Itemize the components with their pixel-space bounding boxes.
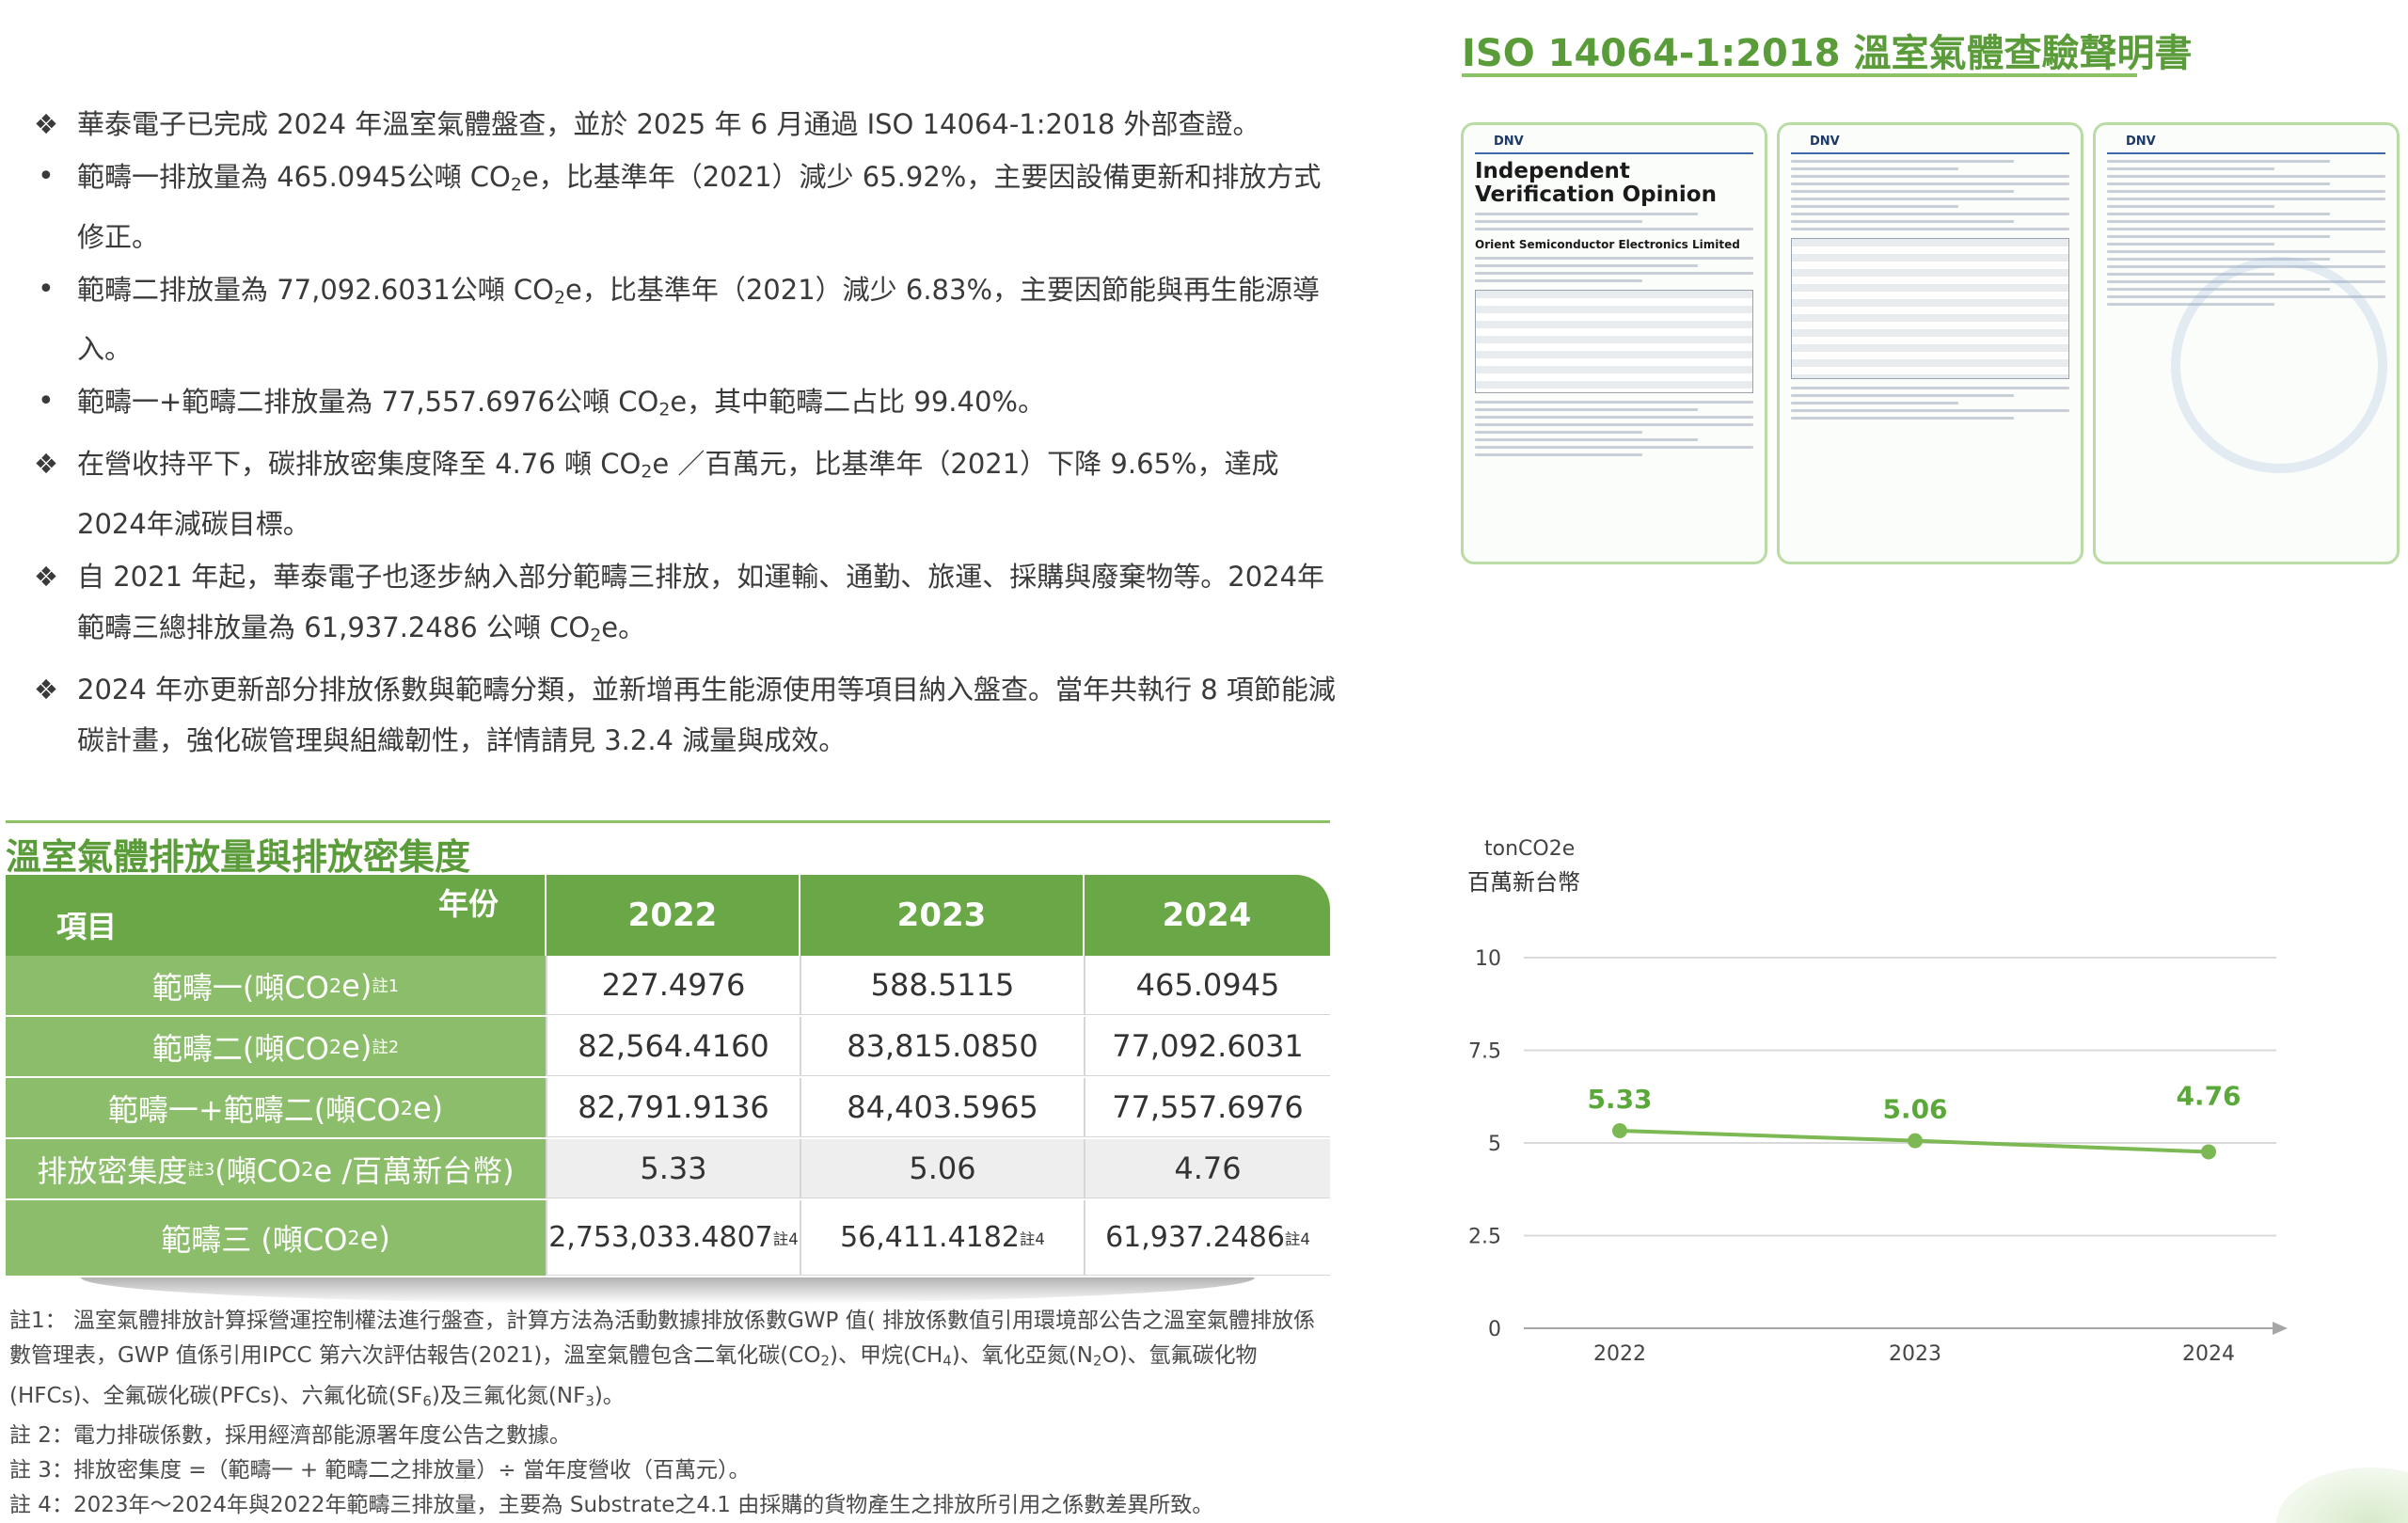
- section-rule: [6, 820, 1330, 823]
- table-cell: 77,557.6976: [1084, 1078, 1330, 1137]
- table-cell: 83,815.0850: [800, 1017, 1084, 1076]
- emissions-table: 年份 項目 2022 2023 2024 範疇一(噸CO 2 e) 註1 227.49…: [6, 875, 1330, 1304]
- table-cell: 82,791.9136: [546, 1078, 800, 1137]
- table-header: 年份 項目 2022 2023 2024: [6, 875, 1330, 956]
- summary-bullet: ❖ 2024 年亦更新部分排放係數與範疇分類，並新增再生能源使用等項目納入盤查。當…: [34, 664, 1341, 766]
- table-row: 範疇一(噸CO 2 e) 註1 227.4976 588.5115 465.0945: [6, 956, 1330, 1017]
- chart-unit-primary: tonCO2e: [1484, 837, 1576, 861]
- corner-item-label: 項目: [56, 909, 118, 944]
- iso-title-rule: [1462, 73, 2137, 77]
- year-header-2022: 2022: [627, 896, 718, 934]
- table-cell: 465.0945: [1084, 956, 1330, 1015]
- table-row: 範疇三 (噸CO 2 e) 2,753,033.4807 註4 56,411.4182 註4…: [6, 1200, 1330, 1277]
- verification-stamp: [2171, 257, 2387, 473]
- data-point: [1612, 1122, 1627, 1138]
- table-row: 範疇一+範疇二(噸CO 2 e) 82,791.9136 84,403.5965 77,5…: [6, 1078, 1330, 1139]
- certificate-page-3: DNV: [2093, 122, 2400, 564]
- summary-bullet: ❖ 華泰電子已完成 2024 年溫室氣體盤查，並於 2025 年 6 月通過 IS…: [34, 99, 1341, 150]
- summary-bullet: • 範疇一排放量為 465.0945公噸 CO2e，比基準年（2021）減少 65…: [34, 151, 1341, 262]
- footnote: 註 4：2023年～2024年與2022年範疇三排放量，主要為 Substrat…: [9, 1493, 1214, 1518]
- section-title: 溫室氣體排放量與排放密集度: [6, 836, 471, 878]
- bullet-text: 範疇一+範疇二排放量為 77,557.6976公噸 CO2e，其中範疇二占比 9…: [77, 386, 1045, 421]
- table-cell: 82,564.4160: [546, 1017, 800, 1076]
- certificate-heading: Independent Verification Opinion: [1475, 159, 1717, 207]
- row-label: 範疇二(噸CO 2 e) 註2: [6, 1017, 546, 1076]
- diamond-bullet-icon: ❖: [34, 108, 58, 140]
- y-tick-label: 10: [1475, 947, 1501, 971]
- table-cell: 61,937.2486 註4: [1084, 1200, 1330, 1276]
- row-label: 排放密集度 註3 (噸CO 2 e /百萬新台幣): [6, 1139, 546, 1198]
- emission-intensity-chart: tonCO2e 百萬新台幣 0 2.5 5 7.5 10 2022 2023 2024 5.33…: [1458, 828, 2305, 1373]
- table-row: 範疇二(噸CO 2 e) 註2 82,564.4160 83,815.0850 77,09…: [6, 1017, 1330, 1078]
- data-label: 5.06: [1882, 1094, 1947, 1125]
- table-cell: 588.5115: [800, 956, 1084, 1015]
- data-point: [1908, 1133, 1923, 1149]
- diamond-bullet-icon: ❖: [34, 448, 58, 481]
- x-tick-label: 2023: [1889, 1342, 1941, 1366]
- bullet-dot-icon: •: [38, 385, 55, 419]
- table-shadow: [81, 1277, 1255, 1304]
- table-cell: 5.06: [800, 1139, 1084, 1198]
- footnotes: 註1： 溫室氣體排放計算採營運控制權法進行盤查，計算方法為活動數據排放係數GWP…: [9, 1304, 1336, 1523]
- row-label: 範疇一+範疇二(噸CO 2 e): [6, 1078, 546, 1137]
- table-cell: 5.33: [546, 1139, 800, 1198]
- chart-svg: 0 2.5 5 7.5 10 2022 2023 2024 5.33 5.06 4.76: [1468, 947, 2288, 1366]
- certificate-org: Orient Semiconductor Electronics Limited: [1475, 238, 1740, 251]
- bullet-dot-icon: •: [38, 160, 55, 193]
- table-cell: 4.76: [1084, 1139, 1330, 1198]
- year-header-2023: 2023: [896, 896, 987, 934]
- certificate-page-2: DNV: [1777, 122, 2083, 564]
- y-tick-label: 2.5: [1468, 1226, 1501, 1249]
- summary-bullets: ❖ 華泰電子已完成 2024 年溫室氣體盤查，並於 2025 年 6 月通過 IS…: [34, 99, 1341, 768]
- table-corner-cell: 年份 項目: [6, 875, 546, 956]
- footnote: 註 3：排放密集度 =（範疇一 + 範疇二之排放量）÷ 當年度營收（百萬元）。: [9, 1458, 751, 1483]
- summary-bullet: • 範疇一+範疇二排放量為 77,557.6976公噸 CO2e，其中範疇二占比 …: [34, 376, 1341, 436]
- decorative-wisp: [2276, 1467, 2408, 1523]
- verification-certificates: DNV Independent Verification Opinion Ori…: [1461, 122, 2400, 564]
- table-cell: 84,403.5965: [800, 1078, 1084, 1137]
- footnote: 註 2：電力排碳係數，採用經濟部能源署年度公告之數據。: [9, 1423, 571, 1449]
- data-label: 4.76: [2176, 1080, 2241, 1111]
- x-tick-label: 2022: [1593, 1342, 1646, 1366]
- row-label: 範疇一(噸CO 2 e) 註1: [6, 956, 546, 1015]
- bullet-text: 華泰電子已完成 2024 年溫室氣體盤查，並於 2025 年 6 月通過 ISO…: [77, 108, 1260, 140]
- row-label: 範疇三 (噸CO 2 e): [6, 1200, 546, 1276]
- data-point: [2201, 1144, 2216, 1160]
- table-body: 範疇一(噸CO 2 e) 註1 227.4976 588.5115 465.0945 範疇二…: [6, 956, 1330, 1277]
- x-tick-label: 2024: [2182, 1342, 2235, 1366]
- y-tick-label: 5: [1488, 1133, 1501, 1156]
- bullet-dot-icon: •: [38, 272, 55, 306]
- bullet-text: 範疇一排放量為 465.0945公噸 CO2e，比基準年（2021）減少 65.…: [77, 161, 1322, 253]
- bullet-text: 在營收持平下，碳排放密集度降至 4.76 噸 CO2e ／百萬元，比基準年（20…: [77, 448, 1279, 540]
- footnote: 註1： 溫室氣體排放計算採營運控制權法進行盤查，計算方法為活動數據排放係數GWP…: [9, 1309, 1315, 1410]
- summary-bullet: ❖ 自 2021 年起，華泰電子也逐步納入部分範疇三排放，如運輸、通勤、旅運、採購…: [34, 551, 1341, 662]
- table-cell: 227.4976: [546, 956, 800, 1015]
- table-cell: 2,753,033.4807 註4: [546, 1200, 800, 1276]
- corner-year-label: 年份: [437, 886, 499, 922]
- summary-bullet: ❖ 在營收持平下，碳排放密集度降至 4.76 噸 CO2e ／百萬元，比基準年（2…: [34, 438, 1341, 549]
- x-axis-arrow-icon: [2273, 1322, 2288, 1335]
- certificate-page-1: DNV Independent Verification Opinion Ori…: [1461, 122, 1767, 564]
- bullet-text: 範疇二排放量為 77,092.6031公噸 CO2e，比基準年（2021）減少 …: [77, 273, 1321, 366]
- iso-title: ISO 14064-1:2018 溫室氣體查驗聲明書: [1462, 32, 2193, 75]
- bullet-text: 2024 年亦更新部分排放係數與範疇分類，並新增再生能源使用等項目納入盤查。當年…: [77, 673, 1336, 756]
- diamond-bullet-icon: ❖: [34, 673, 58, 706]
- dnv-logo: DNV: [1494, 135, 1524, 149]
- faded-header: [9, 26, 743, 66]
- summary-bullet: • 範疇二排放量為 77,092.6031公噸 CO2e，比基準年（2021）減少…: [34, 264, 1341, 375]
- y-tick-label: 7.5: [1468, 1040, 1501, 1064]
- table-cell: 77,092.6031: [1084, 1017, 1330, 1076]
- table-cell: 56,411.4182 註4: [800, 1200, 1084, 1276]
- data-label: 5.33: [1587, 1084, 1652, 1115]
- table-row: 排放密集度 註3 (噸CO 2 e /百萬新台幣) 5.33 5.06 4.76: [6, 1139, 1330, 1200]
- bullet-text: 自 2021 年起，華泰電子也逐步納入部分範疇三排放，如運輸、通勤、旅運、採購與…: [77, 560, 1325, 646]
- chart-unit-secondary: 百萬新台幣: [1467, 869, 1580, 896]
- diamond-bullet-icon: ❖: [34, 560, 58, 593]
- y-tick-label: 0: [1488, 1318, 1501, 1341]
- year-header-2024: 2024: [1162, 896, 1252, 934]
